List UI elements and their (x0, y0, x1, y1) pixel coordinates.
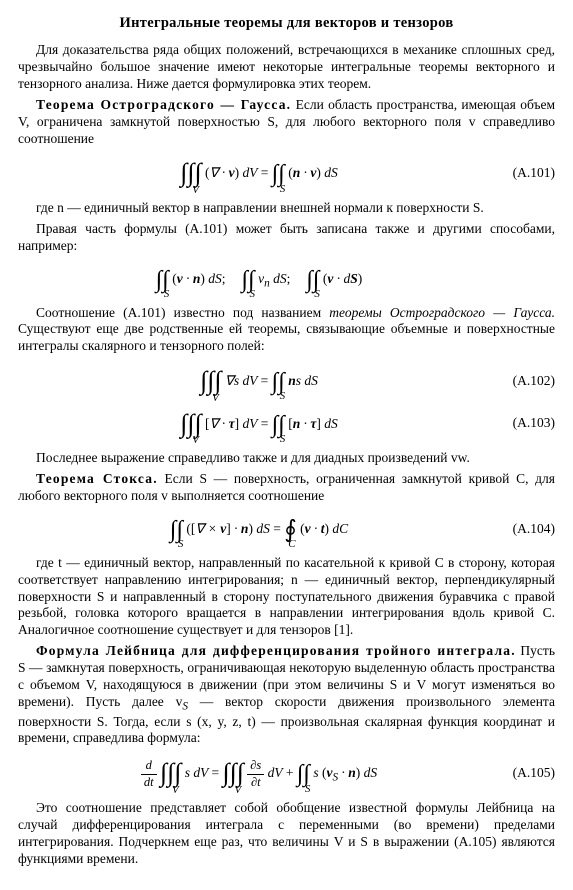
theorem-gauss: Теорема Остроградского — Гаусса. Если об… (18, 97, 555, 148)
equation-a104: ∫∫S ([∇ × v] · n) dS = ∮C (v · t) dC (A.… (18, 515, 555, 545)
eqnum-a102: (A.102) (500, 373, 555, 390)
theorem-leibniz: Формула Лейбница для дифференцирования т… (18, 643, 555, 747)
equation-a105: ddt ∫∫∫V s dV = ∫∫∫V ∂s∂t dV + ∫∫S s (vS… (18, 757, 555, 790)
eqnum-a103: (A.103) (500, 415, 555, 432)
paragraph-dyadic: Последнее выражение справедливо также и … (18, 450, 555, 467)
theorem-gauss-head: Теорема Остроградского — Гаусса. (36, 97, 291, 112)
paragraph-stokes-def: где t — единичный вектор, направленный п… (18, 555, 555, 639)
paragraph-n-def: где n — единичный вектор в направлении в… (18, 200, 555, 217)
paragraph-intro: Для доказательства ряда общих положений,… (18, 42, 555, 93)
paragraph-altforms: Правая часть формулы (A.101) может быть … (18, 221, 555, 255)
text: Соотношение (A.101) известно под названи… (36, 305, 329, 320)
theorem-stokes: Теорема Стокса. Если S — поверхность, ог… (18, 471, 555, 505)
eqnum-a105: (A.105) (500, 765, 555, 782)
equation-a102: ∫∫∫V ∇s dV = ∫∫S ns dS (A.102) (18, 365, 555, 398)
eqnum-a104: (A.104) (500, 521, 555, 538)
theorem-leibniz-head: Формула Лейбница для дифференцирования т… (36, 643, 516, 658)
theorem-name-italic: теоремы Остроградского — Гаусса. (329, 305, 555, 320)
eqnum-a101: (A.101) (500, 165, 555, 182)
text: Существуют еще две родственные ей теорем… (18, 321, 555, 353)
page-title: Интегральные теоремы для векторов и тенз… (18, 14, 555, 32)
equation-altforms: ∫∫S (v · n) dS; ∫∫S vn dS; ∫∫S (v · dS) (18, 265, 555, 295)
paragraph-conclusion: Это соотношение представляет собой обобщ… (18, 800, 555, 868)
equation-a103: ∫∫∫V [∇ · τ] dV = ∫∫S [n · τ] dS (A.103) (18, 408, 555, 441)
theorem-stokes-head: Теорема Стокса. (36, 471, 158, 486)
paragraph-gauss-name: Соотношение (A.101) известно под названи… (18, 305, 555, 356)
equation-a101: ∫∫∫V (∇ · v) dV = ∫∫S (n · v) dS (A.101) (18, 157, 555, 190)
